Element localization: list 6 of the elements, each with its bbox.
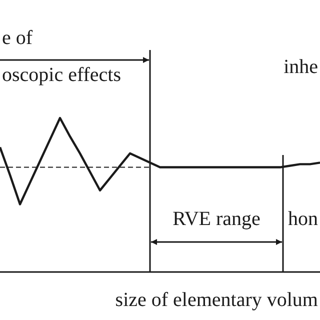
text: oscopic effects xyxy=(2,64,122,86)
text: inhe xyxy=(284,56,318,78)
annotation: hon xyxy=(288,208,318,230)
x-axis-title: size of elementary volum xyxy=(115,289,318,311)
text: e of xyxy=(2,27,33,49)
annotation: RVE range xyxy=(172,208,261,230)
